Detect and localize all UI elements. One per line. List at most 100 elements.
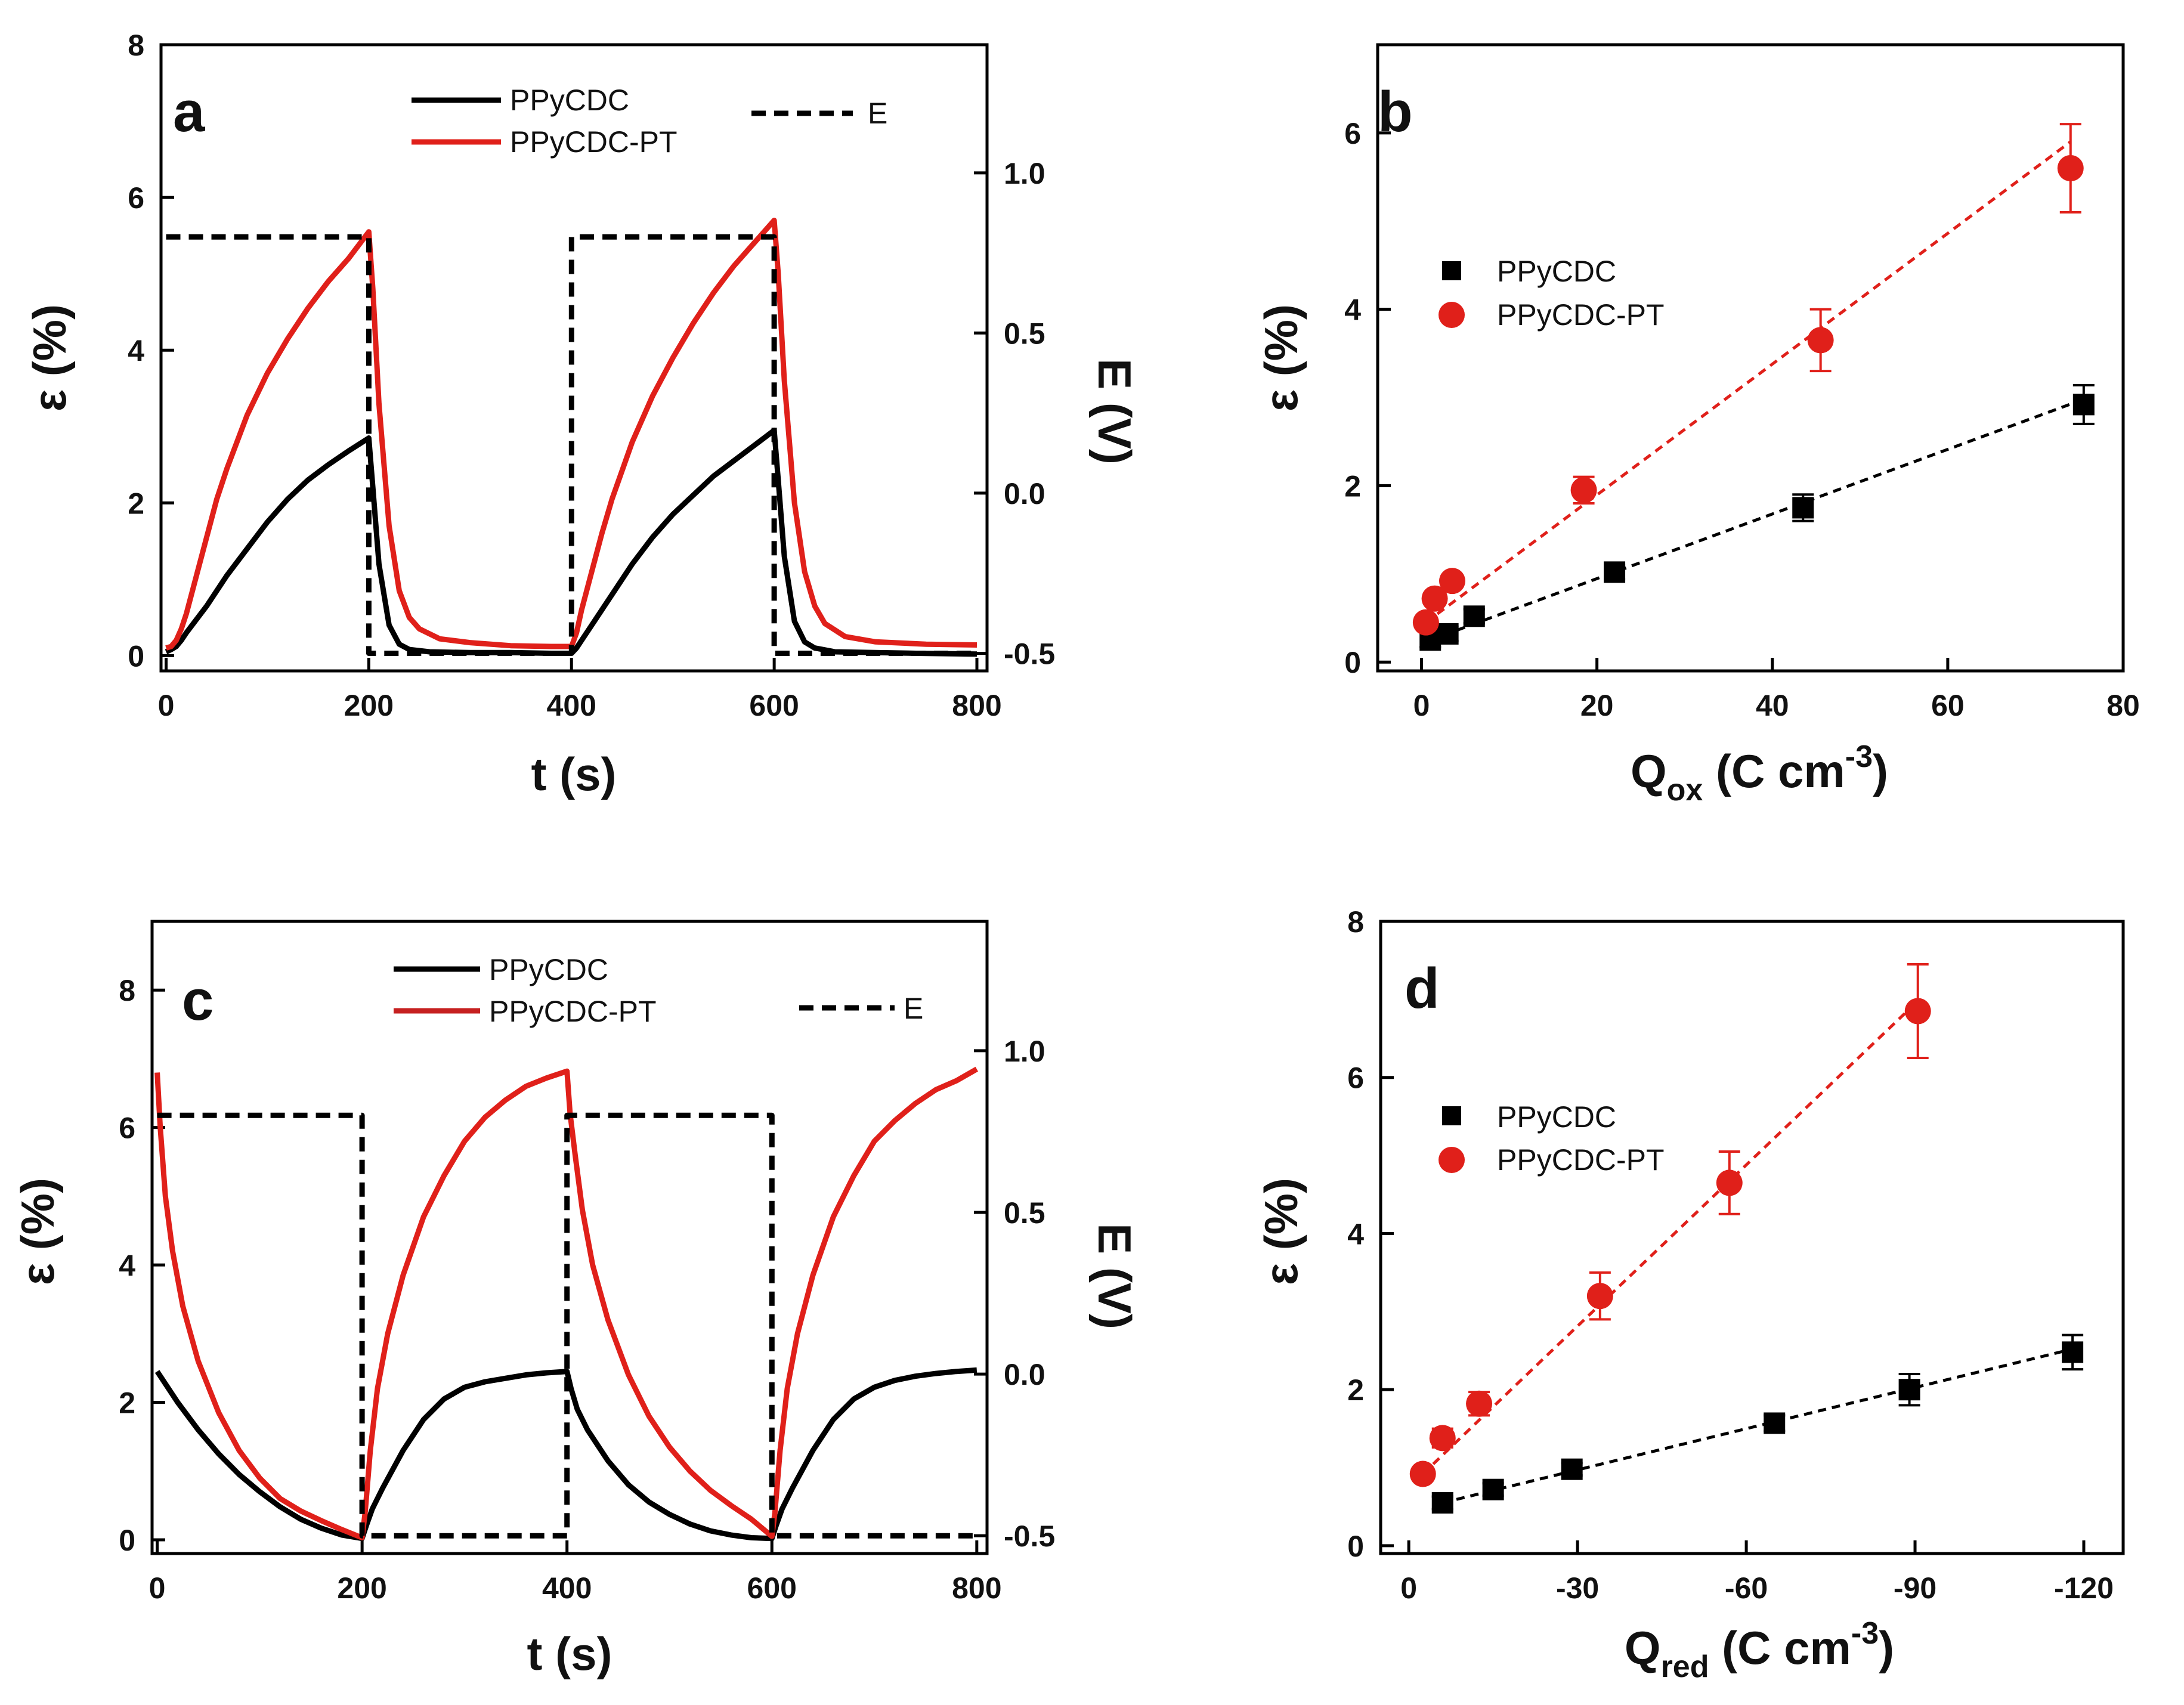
legend-label-ppycdc-pt: PPyCDC-PT [510, 125, 678, 159]
data-point-ppycdc [1604, 561, 1626, 583]
data-point-ppycdc [1482, 1478, 1504, 1500]
legend-label-ppycdc: PPyCDC [489, 953, 608, 986]
y-tick-label: 4 [119, 1249, 135, 1282]
y-tick-label: 0 [128, 639, 144, 673]
legend-c: PPyCDC PPyCDC-PT E [394, 953, 923, 1028]
legend-label-e: E [904, 992, 923, 1025]
x-tick-label: 200 [344, 689, 394, 722]
y-axis-label-c: ε (%) [11, 1178, 64, 1285]
x-tick-label: 400 [547, 689, 596, 722]
x-tick-label: 0 [1413, 689, 1430, 722]
y2-tick-label: 0.5 [1004, 1196, 1045, 1230]
data-point-ppycdc-pt [1586, 1283, 1613, 1310]
x-tick-label: 40 [1756, 689, 1789, 722]
x-tick-label: 800 [952, 1571, 1001, 1605]
plot-frame-a [159, 43, 989, 673]
x-tick-label: 60 [1931, 689, 1965, 722]
data-point-ppycdc [1437, 623, 1459, 645]
legend-marker-ppycdc-pt [1439, 302, 1465, 328]
fit-line-ppycdc-pt [1425, 140, 2072, 624]
plot-frame-c [150, 920, 989, 1555]
y-tick-label: 0 [1344, 646, 1361, 679]
panel-b: 0 20 40 60 80 0 2 4 6 b PPyCDC PPyCDC-PT Qox (C … [1255, 43, 2140, 807]
data-point-ppycdc-pt [1409, 1460, 1436, 1487]
y-tick-label: 4 [128, 334, 144, 367]
y-tick-label: 2 [1347, 1373, 1364, 1407]
panel-label-b: b [1378, 80, 1413, 144]
x-tick-label: -30 [1556, 1571, 1599, 1605]
legend-marker-ppycdc-pt [1439, 1147, 1465, 1173]
x-tick-label: 0 [158, 689, 175, 722]
data-point-ppycdc [1764, 1412, 1786, 1434]
data-point-ppycdc [1898, 1379, 1920, 1401]
data-point-ppycdc-pt [1716, 1169, 1743, 1196]
y2-tick-label: -0.5 [1004, 1520, 1055, 1553]
series-line-e [166, 234, 977, 656]
fit-line-ppycdc [1430, 398, 2084, 642]
data-point-ppycdc-pt [1439, 568, 1465, 595]
y-tick-label: 2 [128, 487, 144, 520]
data-point-ppycdc-pt [1570, 476, 1597, 503]
y-tick-label: 8 [128, 29, 144, 62]
legend-label-e: E [868, 97, 887, 130]
data-point-ppycdc [2062, 1341, 2084, 1363]
y2-tick-label: 1.0 [1004, 157, 1045, 190]
data-point-ppycdc [1561, 1458, 1583, 1480]
data-point-ppycdc-pt [2057, 155, 2084, 182]
y-tick-label: 6 [128, 181, 144, 215]
legend-a: PPyCDC PPyCDC-PT E [412, 83, 887, 159]
y2-tick-label: 0.5 [1004, 317, 1045, 350]
series-layer-a: 0 200 400 600 800 0 2 4 6 8 -0.5 0.0 0.5 1.0 [128, 29, 1055, 722]
x-tick-label: 20 [1580, 689, 1614, 722]
x-tick-label: 400 [542, 1571, 592, 1605]
panel-d: 0 -30 -60 -90 -120 0 2 4 6 8 d PPyCDC PPyCDC-PT Q… [1255, 905, 2125, 1684]
x-tick-label: -60 [1725, 1571, 1768, 1605]
panel-label-a: a [173, 80, 205, 144]
x-tick-label: 200 [337, 1571, 386, 1605]
x-tick-label: -90 [1894, 1571, 1936, 1605]
legend-label-ppycdc-pt: PPyCDC-PT [489, 995, 657, 1028]
x-tick-label: 80 [2106, 689, 2140, 722]
y-axis-label-a: ε (%) [23, 304, 76, 411]
y-tick-label: 0 [1347, 1530, 1364, 1563]
panel-a: 0 200 400 600 800 0 2 4 6 8 -0.5 0.0 0.5 1.0 a PPyCDC… [23, 29, 1141, 800]
y-tick-label: 6 [1344, 117, 1361, 150]
data-point-ppycdc [2072, 394, 2095, 416]
series-layer-b: 0 20 40 60 80 0 2 4 6 [1344, 117, 2140, 722]
y-axis-label-b: ε (%) [1255, 304, 1307, 411]
legend-d: PPyCDC PPyCDC-PT [1439, 1100, 1665, 1177]
plot-frame-b [1376, 43, 2125, 673]
y2-tick-label: 0.0 [1004, 1358, 1045, 1391]
fit-line-ppycdc [1442, 1347, 2073, 1505]
data-point-ppycdc-pt [1429, 1425, 1456, 1452]
x-tick-label: 0 [149, 1571, 166, 1605]
x-axis-label-c: t (s) [527, 1627, 612, 1680]
panel-label-c: c [182, 968, 214, 1032]
y-tick-label: 2 [1344, 469, 1361, 503]
panel-c: 0 200 400 600 800 0 2 4 6 8 -0.5 0.0 0.5 1.0 c PPyCDC… [11, 920, 1141, 1680]
data-point-ppycdc-pt [1466, 1390, 1493, 1417]
legend-label-ppycdc: PPyCDC [1497, 1100, 1616, 1134]
series-line-ppycdc-pt [165, 218, 977, 651]
x-axis-label-d: Qred (C cm-3) [1625, 1616, 1894, 1684]
panel-label-d: d [1405, 957, 1440, 1020]
y2-tick-label: -0.5 [1004, 637, 1055, 670]
y-tick-label: 2 [119, 1387, 135, 1420]
series-line-ppycdc [154, 1367, 977, 1542]
series-line-ppycdc-pt [154, 1066, 979, 1540]
x-tick-label: 600 [747, 1571, 797, 1605]
data-point-ppycdc-pt [1412, 609, 1439, 636]
y-tick-label: 8 [119, 974, 135, 1007]
legend-label-ppycdc-pt: PPyCDC-PT [1497, 298, 1665, 332]
data-point-ppycdc [1792, 497, 1814, 519]
data-point-ppycdc-pt [1421, 585, 1448, 612]
y2-axis-label-c: E (V) [1088, 1223, 1141, 1329]
legend-b: PPyCDC PPyCDC-PT [1439, 255, 1665, 332]
y-tick-label: 4 [1347, 1217, 1364, 1251]
y2-tick-label: 0.0 [1004, 477, 1045, 510]
series-line-e [157, 1112, 977, 1539]
y2-tick-label: 1.0 [1004, 1035, 1045, 1068]
series-layer-d: 0 -30 -60 -90 -120 0 2 4 6 8 [1347, 905, 2114, 1605]
y-tick-label: 6 [1347, 1062, 1364, 1095]
